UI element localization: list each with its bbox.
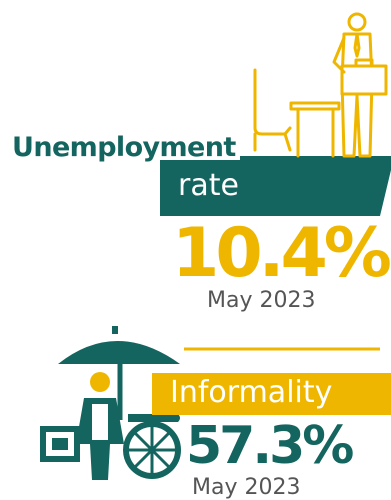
informality-value: 57.3%: [186, 416, 354, 476]
unemployment-value: 10.4%: [172, 214, 391, 293]
rate-subheading: rate: [178, 168, 239, 203]
rate-banner-bg: [160, 160, 391, 216]
unemployment-date: May 2023: [207, 288, 316, 313]
street-vendor-cart-icon: [40, 326, 380, 480]
informality-banner: [152, 373, 391, 415]
informality-label: Informality: [170, 375, 333, 410]
informality-date: May 2023: [192, 475, 301, 500]
unemployment-heading: Unemployment: [12, 132, 236, 163]
